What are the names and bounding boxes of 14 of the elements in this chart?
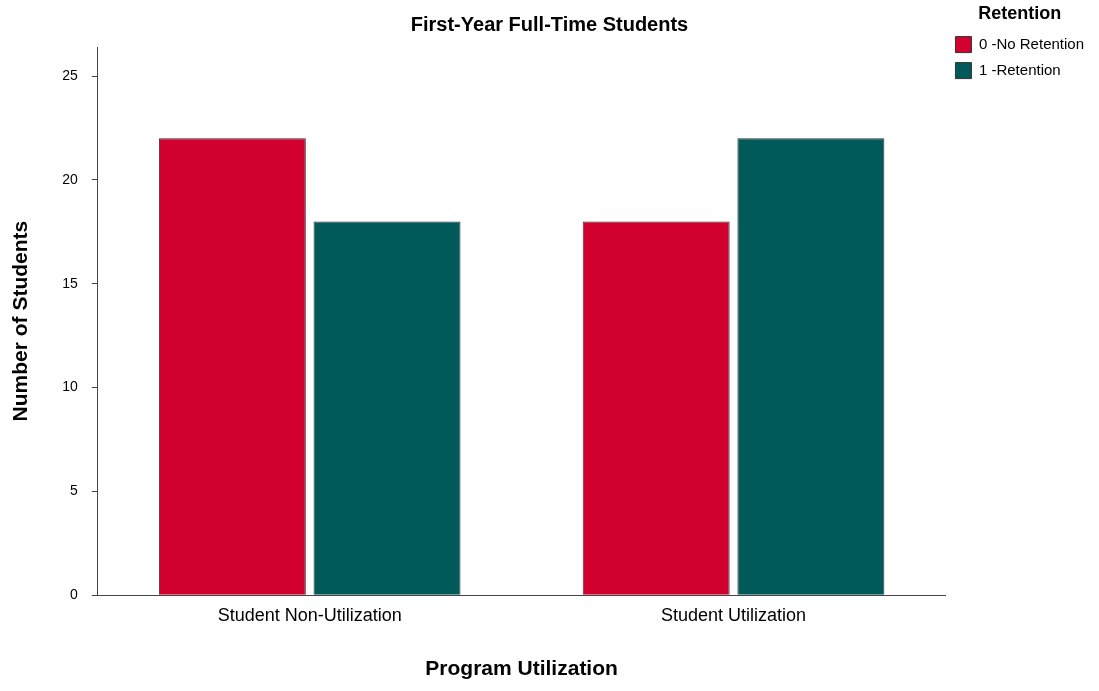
y-tick-label: 25	[62, 66, 78, 83]
legend-title: Retention	[978, 2, 1062, 23]
y-tick-label: 20	[62, 170, 78, 187]
y-tick-label: 10	[62, 378, 78, 395]
x-tick-label: Student Non-Utilization	[217, 604, 402, 625]
legend-label: 1 -Retention	[978, 60, 1061, 78]
x-tick-label: Student Utilization	[660, 604, 807, 625]
y-tick-label: 15	[62, 274, 78, 291]
x-axis-title: Program Utilization	[425, 656, 618, 680]
legend-label: 0 -No Retention	[978, 34, 1084, 52]
y-axis-title: Number of Students	[8, 220, 32, 422]
y-tick-label: 0	[69, 586, 78, 603]
y-tick-label: 5	[69, 482, 78, 499]
chart-title: First-Year Full-Time Students	[410, 12, 689, 35]
